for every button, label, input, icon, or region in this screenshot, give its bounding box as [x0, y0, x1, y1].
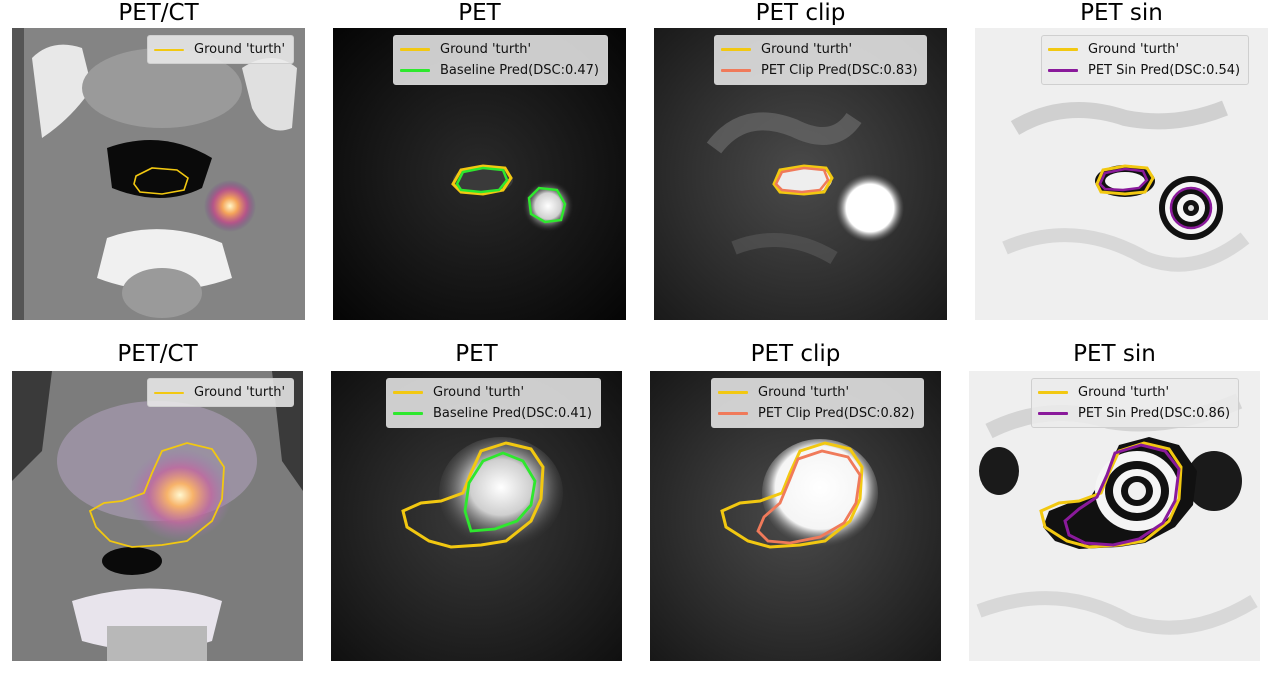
panel-pet-row2: PET Ground 'turth' Baseline Pred(DSC:0.4	[331, 341, 622, 663]
legend-entry: Ground 'turth'	[154, 382, 285, 403]
legend: Ground 'turth'	[147, 35, 295, 64]
petclip-image	[650, 371, 941, 661]
legend: Ground 'turth' Baseline Pred(DSC:0.47)	[393, 35, 608, 85]
legend-label: Ground 'turth'	[758, 385, 850, 400]
legend-label: Ground 'turth'	[194, 385, 286, 400]
legend-label: Baseline Pred(DSC:0.47)	[440, 63, 599, 78]
legend-label: PET Clip Pred(DSC:0.83)	[761, 63, 918, 78]
panel-title: PET/CT	[117, 341, 198, 367]
legend-swatch	[1038, 391, 1068, 394]
legend-swatch	[1048, 48, 1078, 51]
legend-label: Ground 'turth'	[1088, 42, 1180, 57]
legend-swatch	[1038, 412, 1068, 415]
legend-entry: PET Sin Pred(DSC:0.54)	[1048, 60, 1240, 81]
legend-entry: PET Clip Pred(DSC:0.82)	[718, 403, 915, 424]
legend-label: Baseline Pred(DSC:0.41)	[433, 406, 592, 421]
legend-swatch	[154, 391, 184, 394]
panel-title: PET clip	[750, 341, 841, 367]
legend: Ground 'turth' PET Sin Pred(DSC:0.54)	[1041, 35, 1250, 85]
panel-petct-row1: PET/CT Ground 'turth'	[12, 0, 305, 322]
legend: Ground 'turth'	[147, 378, 295, 407]
panel-pet-row1: PET Ground 'turth' Baselin	[333, 0, 626, 322]
legend-swatch	[400, 69, 430, 72]
petct-image	[12, 28, 305, 320]
legend-swatch	[718, 391, 748, 394]
panel-title: PET/CT	[118, 0, 199, 26]
legend-label: Ground 'turth'	[194, 42, 286, 57]
legend-entry: Ground 'turth'	[721, 39, 918, 60]
legend-label: Ground 'turth'	[1078, 385, 1170, 400]
legend-label: PET Clip Pred(DSC:0.82)	[758, 406, 915, 421]
legend-entry: Ground 'turth'	[1048, 39, 1240, 60]
legend: Ground 'turth' Baseline Pred(DSC:0.41)	[386, 378, 601, 428]
panel-title: PET	[455, 341, 498, 367]
legend-swatch	[718, 412, 748, 415]
panel-petct-row2: PET/CT Ground 'turth'	[12, 341, 303, 663]
legend-swatch	[154, 48, 184, 51]
legend-swatch	[393, 412, 423, 415]
panel-title: PET sin	[1080, 0, 1163, 26]
legend-label: Ground 'turth'	[440, 42, 532, 57]
panel-title: PET	[458, 0, 501, 26]
legend: Ground 'turth' PET Sin Pred(DSC:0.86)	[1031, 378, 1240, 428]
panel-title: PET clip	[755, 0, 846, 26]
legend-label: Ground 'turth'	[433, 385, 525, 400]
panel-title: PET sin	[1073, 341, 1156, 367]
legend-entry: Ground 'turth'	[718, 382, 915, 403]
panel-petsin-row2: PET sin Ground 'turth' PET Sin Pred(DSC:…	[969, 341, 1260, 663]
petct-image	[12, 371, 303, 661]
legend-swatch	[400, 48, 430, 51]
panel-petsin-row1: PET sin Ground 'turth' PET Sin Pred(DSC:…	[975, 0, 1268, 322]
panel-petclip-row1: PET clip Ground 'turth'	[654, 0, 947, 322]
legend-entry: Ground 'turth'	[154, 39, 285, 60]
legend-swatch	[1048, 69, 1078, 72]
legend-swatch	[393, 391, 423, 394]
legend-entry: PET Sin Pred(DSC:0.86)	[1038, 403, 1230, 424]
legend-entry: Ground 'turth'	[393, 382, 592, 403]
legend: Ground 'turth' PET Clip Pred(DSC:0.82)	[711, 378, 924, 428]
legend-entry: PET Clip Pred(DSC:0.83)	[721, 60, 918, 81]
legend-entry: Ground 'turth'	[1038, 382, 1230, 403]
legend-swatch	[721, 69, 751, 72]
legend-entry: Baseline Pred(DSC:0.47)	[400, 60, 599, 81]
legend-swatch	[721, 48, 751, 51]
legend: Ground 'turth' PET Clip Pred(DSC:0.83)	[714, 35, 927, 85]
panel-petclip-row2: PET clip Ground 'turth' PET Clip Pred(DS	[650, 341, 941, 663]
legend-label: PET Sin Pred(DSC:0.54)	[1088, 63, 1241, 78]
legend-entry: Baseline Pred(DSC:0.41)	[393, 403, 592, 424]
legend-label: Ground 'turth'	[761, 42, 853, 57]
legend-label: PET Sin Pred(DSC:0.86)	[1078, 406, 1231, 421]
legend-entry: Ground 'turth'	[400, 39, 599, 60]
